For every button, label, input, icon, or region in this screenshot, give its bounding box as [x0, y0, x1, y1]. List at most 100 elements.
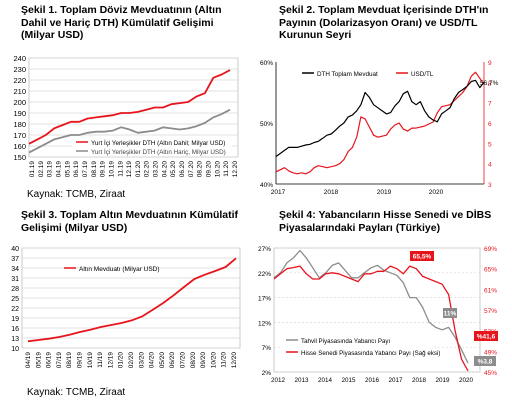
chart1-x-tick: 06.20 — [179, 161, 186, 178]
chart1-x-tick: 10.20 — [214, 161, 221, 178]
chart1-legend-red: Yurt İçi Yerleşikler DTH (Altın Dahil; M… — [91, 138, 225, 147]
chart1-y-tick: 220 — [13, 76, 26, 85]
chart2-x-tick: 2017 — [271, 189, 286, 196]
chart1-title: Şekil 1. Toplam Döviz Mevduatının (Altın… — [21, 4, 222, 41]
chart3-x-tick: 03/20 — [138, 352, 145, 369]
chart2-y-tick: 50% — [260, 121, 273, 128]
chart1-x-tick: 07.20 — [188, 161, 195, 178]
chart4-title: Şekil 4: Yabancıların Hisse Senedi ve Dİ… — [279, 209, 492, 234]
chart2-y2-tick: 4 — [488, 162, 492, 169]
chart3-x-tick: 10/20 — [210, 352, 217, 369]
chart3-x-tick: 11/20 — [221, 352, 228, 368]
chart4-x-tick: 2013 — [294, 377, 309, 384]
chart4-annotation-red-end: %41,6 — [477, 334, 496, 341]
chart3-y-tick: 31 — [11, 276, 19, 283]
chart1-x-tick: 07.19 — [82, 161, 89, 178]
chart3-x-tick: 05/20 — [159, 352, 166, 369]
chart4-annotation-red-peak-box — [410, 251, 434, 261]
chart1-x-tick: 12.20 — [232, 161, 239, 178]
chart4-legend-bond: Tahvil Piyasasında Yabancı Payı — [301, 338, 390, 345]
chart3-y-tick: 13 — [11, 336, 19, 343]
chart4: 2%7%12%17%22%27%45%49%53%57%61%65%69%201… — [258, 246, 498, 384]
chart4-annotation-gray-mid-box — [443, 308, 457, 318]
chart1-x-tick: 05.20 — [170, 161, 177, 178]
chart3-x-tick: 01/20 — [118, 352, 125, 369]
chart4-annotation-red-end-box — [474, 331, 498, 341]
chart4-annotation-red-peak: 65,5% — [413, 254, 432, 261]
chart1-x-tick: 08.20 — [197, 161, 204, 178]
chart3-x-tick: 08/20 — [190, 352, 197, 369]
chart3-x-tick: 11/19 — [97, 352, 104, 368]
chart2-x-tick: 2019 — [377, 189, 392, 196]
chart4-legend-bg — [282, 336, 434, 366]
chart4-annotation-gray-mid: 11% — [444, 311, 457, 318]
chart3-x-tick: 10/19 — [87, 352, 94, 369]
chart1-y-tick: 180 — [13, 120, 26, 129]
chart3-y-tick: 19 — [11, 316, 19, 323]
chart1-x-tick: 03.20 — [153, 161, 160, 178]
chart1-y-tick: 230 — [13, 65, 26, 74]
chart4-y-tick: 17% — [258, 296, 271, 303]
chart4-y2-tick: 69% — [484, 246, 497, 253]
chart4-series-equity — [273, 265, 469, 372]
chart2-y2-tick: 7 — [488, 101, 492, 108]
chart4-annotation-gray-end-box — [474, 356, 496, 366]
chart4-y2-tick: 45% — [484, 370, 497, 377]
chart2-y2-tick: 5 — [488, 141, 492, 148]
chart1-y-tick: 210 — [13, 87, 26, 96]
chart1-legend-bg — [72, 138, 232, 156]
chart2-x-tick: 2020 — [429, 189, 444, 196]
chart4-plot-area — [273, 247, 481, 373]
chart1-x-tick: 05.19 — [64, 161, 71, 178]
chart1-y-tick: 150 — [13, 153, 26, 162]
chart4-x-tick: 2019 — [435, 377, 450, 384]
chart1-x-tick: 09.20 — [206, 161, 213, 178]
chart1-x-tick: 11.20 — [223, 161, 230, 177]
chart4-x-tick: 2016 — [365, 377, 380, 384]
chart4-y2-tick: 61% — [484, 287, 497, 294]
chart3-legend-gold: Altın Mevduatı (Milyar USD) — [79, 266, 160, 273]
chart4-annotation-gray-end: %3,8 — [478, 359, 493, 366]
chart2-x-tick: 2018 — [324, 189, 339, 196]
chart4-x-tick: 2020 — [459, 377, 474, 384]
chart1-caption: Kaynak: TCMB, Ziraat — [27, 189, 126, 200]
chart3-x-tick: 05/19 — [35, 352, 42, 369]
chart2-series-usdtl — [275, 71, 485, 175]
chart3-y-tick: 40 — [11, 246, 19, 253]
chart1-x-tick: 02.19 — [38, 161, 45, 178]
chart3-y-tick: 22 — [11, 306, 19, 313]
chart1-x-tick: 10.19 — [108, 161, 115, 178]
chart1-x-tick: 12.19 — [126, 161, 133, 178]
chart4-y-tick: 7% — [262, 345, 272, 352]
chart3-x-tick: 08/19 — [66, 352, 73, 369]
chart3-x-tick: 04/20 — [149, 352, 156, 369]
chart2-y2-tick: 6 — [488, 121, 492, 128]
chart1-x-tick: 01.20 — [135, 161, 142, 178]
chart3-x-tick: 07/20 — [180, 352, 187, 369]
chart4-x-tick: 2017 — [388, 377, 403, 384]
chart3-y-tick: 37 — [11, 256, 19, 263]
chart2-annotation: 56,7% — [480, 80, 499, 87]
chart1-legend-gray: Yurt İçi Yerleşikler DTH (Altın Hariç, M… — [91, 147, 226, 156]
chart3-x-tick: 09/20 — [200, 352, 207, 369]
chart4-y2-tick: 57% — [484, 308, 497, 315]
chart4-x-tick: 2018 — [412, 377, 427, 384]
chart3-x-tick: 09/19 — [77, 352, 84, 369]
chart3-y-tick: 28 — [11, 286, 19, 293]
chart4-x-tick: 2012 — [271, 377, 286, 384]
chart4-y2-tick: 49% — [484, 349, 497, 356]
chart3-y-tick: 25 — [11, 296, 19, 303]
chart1-x-tick: 08.19 — [91, 161, 98, 178]
chart1-series-red — [28, 69, 231, 145]
chart2-title: Şekil 2. Toplam Mevduat İçerisinde DTH'ı… — [279, 4, 489, 41]
chart2-y2-tick: 3 — [488, 182, 492, 189]
chart1-y-tick: 240 — [13, 54, 26, 63]
chart3-y-tick: 16 — [11, 326, 19, 333]
chart3-series-gold — [27, 257, 237, 343]
chart3-x-tick: 06/19 — [46, 352, 53, 369]
chart4-x-tick: 2015 — [341, 377, 356, 384]
chart4-legend-equity: Hisse Senedi Piyasasında Yabancı Payı (S… — [301, 350, 440, 357]
chart4-series-bond — [273, 249, 469, 364]
chart2-y2-tick: 8 — [488, 80, 492, 87]
